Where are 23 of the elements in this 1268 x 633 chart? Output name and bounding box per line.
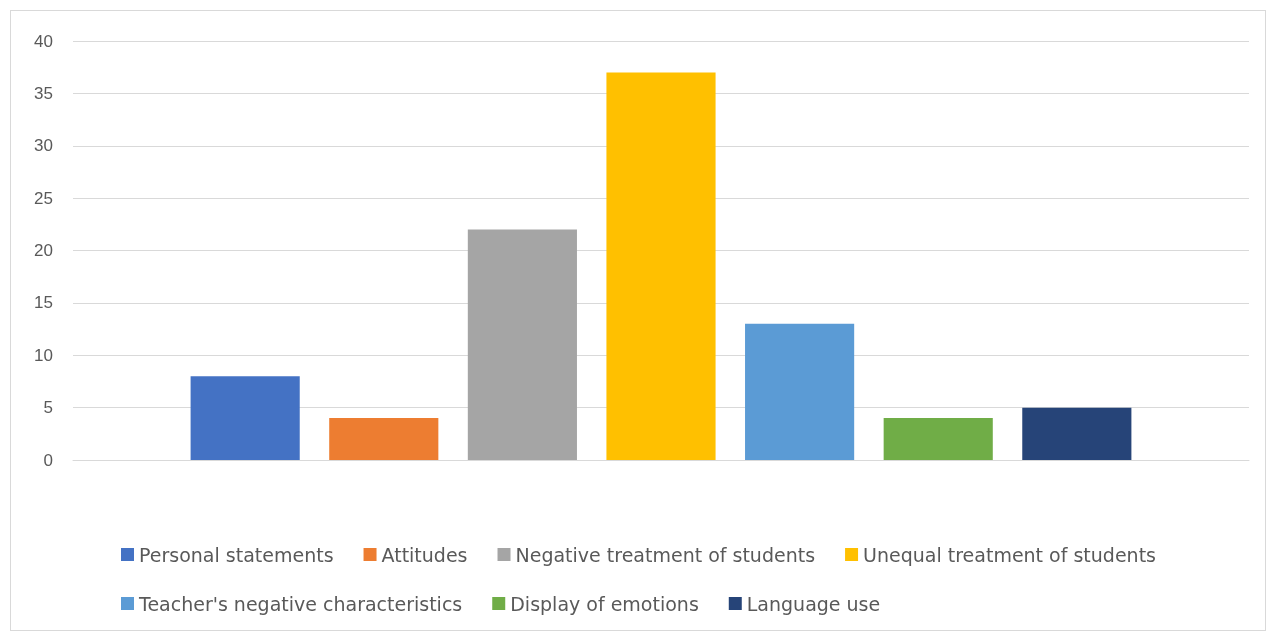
bar (606, 72, 716, 460)
y-tick-label: 20 (34, 241, 53, 260)
y-tick-label: 40 (34, 31, 53, 51)
legend-label: Unequal treatment of students (863, 543, 1157, 566)
y-tick-label: 0 (43, 450, 53, 470)
y-tick-label: 10 (34, 345, 53, 365)
legend-label: Attitudes (381, 543, 468, 566)
y-tick-label: 15 (34, 293, 53, 313)
bar (745, 323, 855, 460)
legend-label: Language use (746, 592, 881, 615)
bar (190, 376, 300, 460)
legend-label: Display of emotions (510, 592, 699, 615)
bar (329, 418, 439, 460)
bar (467, 229, 577, 460)
y-tick-label: 25 (34, 188, 53, 208)
y-tick-label: 35 (34, 83, 53, 103)
y-tick-label: 5 (43, 398, 53, 418)
bar (1022, 407, 1132, 460)
y-tick-label: 30 (34, 136, 53, 156)
legend-label: Teacher's negative characteristics (138, 592, 463, 615)
legend-label: Personal statements (139, 543, 334, 566)
legend-label: Negative treatment of students (515, 543, 816, 566)
bar (883, 418, 993, 460)
